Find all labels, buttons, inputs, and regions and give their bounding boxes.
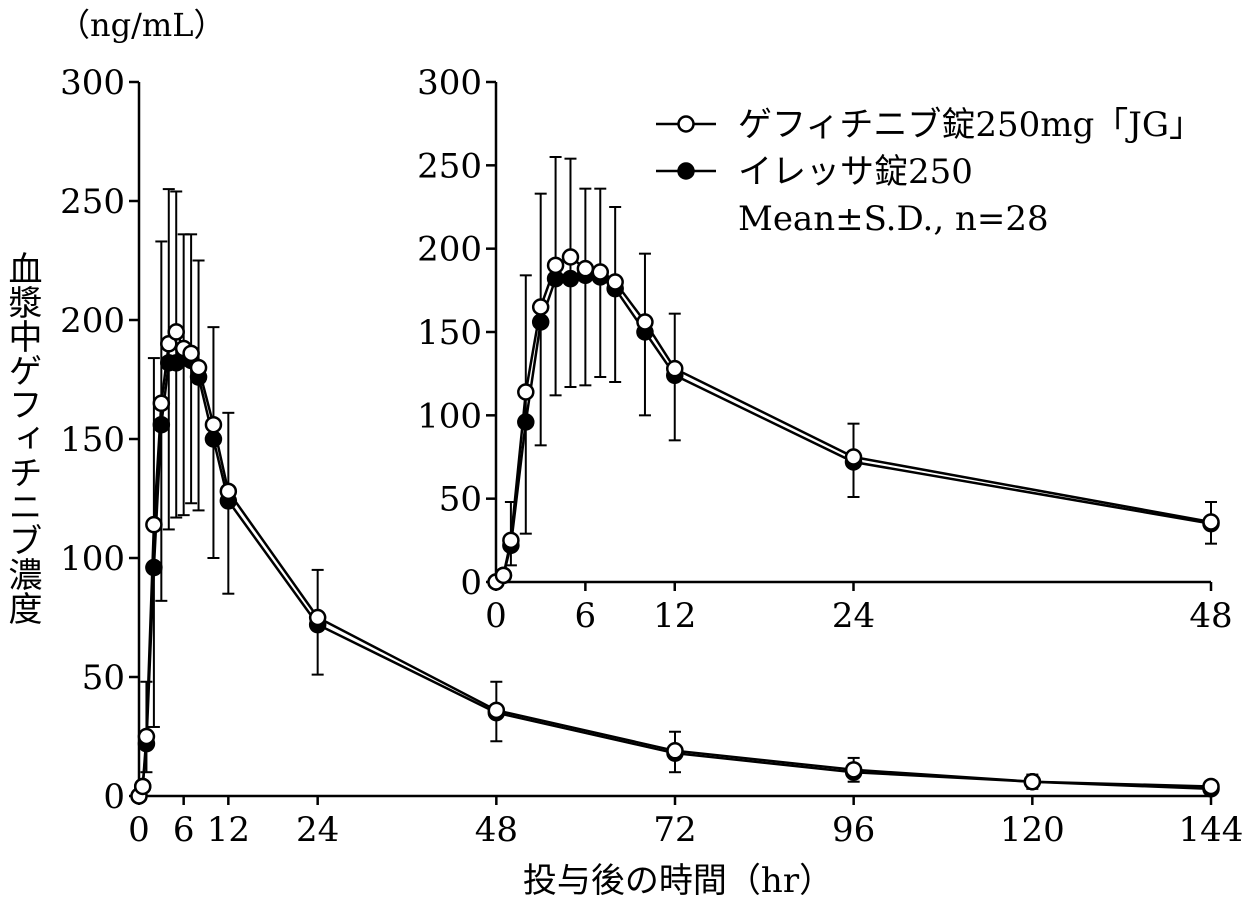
main-x-tick-label: 120 [1000, 810, 1065, 850]
main-point-jg [487, 701, 506, 720]
main-x-tick-label: 144 [1179, 810, 1244, 850]
inset-point-jg [844, 448, 863, 466]
main-x-tick-label: 24 [296, 810, 339, 850]
inset-point-jg [502, 531, 520, 550]
main-point-jg [182, 344, 200, 363]
inset-x-tick-label: 6 [575, 596, 597, 636]
main-point-iressa [145, 558, 163, 577]
inset-x-tick-label: 0 [485, 596, 507, 636]
main-point-jg [666, 742, 684, 760]
inset-point-jg [517, 383, 535, 401]
inset-point-jg [1202, 513, 1220, 531]
legend-marker-jg-icon [677, 115, 695, 133]
inset-y-tick-label: 300 [417, 63, 482, 103]
main-x-tick-label: 72 [653, 810, 696, 850]
inset-point-jg [606, 273, 624, 291]
main-point-jg [167, 323, 185, 341]
legend-label-iressa: イレッサ錠250 [738, 152, 973, 192]
inset-point-jg [561, 248, 580, 266]
inset-point-iressa [561, 269, 580, 288]
inset-y-tick-label: 0 [460, 563, 482, 603]
inset-y-tick-label: 200 [417, 230, 482, 270]
inset-point-jg [591, 263, 610, 281]
inset-plot-area: 0 50 100 150 200 250 300 0 6 12 24 48 [417, 63, 1233, 636]
inset-point-jg [494, 566, 513, 585]
main-point-jg [1202, 777, 1220, 796]
legend-note: Mean±S.D., n=28 [738, 199, 1049, 239]
main-point-jg [133, 777, 152, 796]
main-point-jg [145, 515, 163, 534]
inset-x-tick-label: 24 [832, 596, 875, 636]
inset-point-jg [531, 298, 550, 316]
main-point-jg [189, 358, 208, 377]
main-point-jg [137, 727, 156, 746]
main-point-jg [844, 761, 863, 779]
main-y-tick-label: 50 [82, 658, 125, 698]
main-point-jg [308, 608, 327, 627]
inset-x-tick-label: 12 [653, 596, 696, 636]
main-y-tick-label: 200 [60, 301, 125, 341]
inset-point-iressa [531, 313, 550, 331]
main-x-tick-label: 12 [207, 810, 250, 850]
inset-point-jg [666, 359, 684, 378]
inset-point-jg [576, 259, 595, 278]
inset-point-jg [546, 256, 565, 275]
main-point-iressa [204, 430, 223, 448]
main-y-tick-label: 300 [60, 63, 125, 103]
main-x-tick-label: 48 [475, 810, 518, 850]
main-point-iressa [152, 415, 171, 434]
main-y-tick-label: 150 [60, 420, 125, 460]
legend-label-jg: ゲフィチニブ錠250mg「JG」 [738, 105, 1203, 145]
main-x-tick-label: 6 [173, 810, 195, 850]
inset-y-tick-label: 100 [417, 396, 482, 436]
main-point-jg [152, 394, 171, 413]
inset-point-iressa [517, 413, 535, 431]
main-point-jg [204, 415, 223, 434]
main-x-tick-label: 96 [832, 810, 875, 850]
inset-point-jg [636, 313, 654, 331]
main-x-axis-title: 投与後の時間（hr） [523, 861, 833, 901]
legend: ゲフィチニブ錠250mg「JG」 イレッサ錠250 Mean±S.D., n=2… [656, 105, 1203, 239]
legend-marker-iressa-icon [677, 162, 695, 180]
main-y-tick-label: 0 [103, 777, 125, 817]
main-y-axis-title: 血漿中ゲフィチニブ濃度 [2, 251, 42, 625]
main-y-unit-label: （ng/mL） [58, 6, 225, 44]
main-y-tick-label: 250 [60, 182, 125, 222]
inset-y-tick-label: 250 [417, 146, 482, 186]
inset-y-tick-label: 50 [439, 480, 482, 520]
inset-series-line-jg [495, 255, 1212, 583]
main-y-tick-label: 100 [60, 539, 125, 579]
main-point-jg [219, 482, 238, 501]
inset-x-tick-label: 48 [1189, 596, 1232, 636]
inset-y-tick-label: 150 [417, 313, 482, 353]
main-point-jg [1023, 772, 1042, 791]
main-x-tick-label: 0 [128, 810, 150, 850]
